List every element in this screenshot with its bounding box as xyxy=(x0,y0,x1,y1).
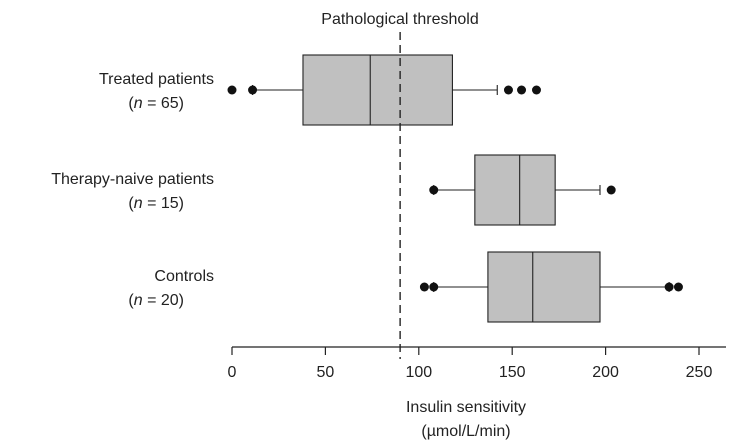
therapy-naive-patients-box xyxy=(474,154,556,226)
controls-outlier-2 xyxy=(664,282,674,292)
treated-patients-box xyxy=(302,54,453,126)
controls-outlier-3 xyxy=(673,282,683,292)
therapy-naive-patients-n-suffix: = 15) xyxy=(143,195,184,212)
controls-label: Controls xyxy=(154,268,214,285)
x-tick-label-100: 100 xyxy=(405,364,432,381)
controls-n-prefix: ( xyxy=(128,292,134,309)
treated-patients-outlier-2 xyxy=(503,85,513,95)
plot-area xyxy=(227,32,726,359)
x-tick-label-200: 200 xyxy=(592,364,619,381)
x-tick-label-150: 150 xyxy=(499,364,526,381)
therapy-naive-patients-outlier-1 xyxy=(606,185,616,195)
treated-patients-label: Treated patients xyxy=(99,71,214,88)
controls-outlier-0 xyxy=(419,282,429,292)
treated-patients-outlier-3 xyxy=(517,85,527,95)
therapy-naive-patients-outlier-0 xyxy=(429,185,439,195)
treated-patients-n-suffix: = 65) xyxy=(143,95,184,112)
x-tick-label-50: 50 xyxy=(317,364,335,381)
chart-labels: Pathological threshold Insulin sensitivi… xyxy=(51,11,712,440)
treated-patients-n-var: n xyxy=(134,95,143,112)
treated-patients-outlier-4 xyxy=(531,85,541,95)
treated-patients-n-label: (n = 65) xyxy=(128,95,184,112)
treated-patients-outlier-0 xyxy=(227,85,237,95)
therapy-naive-patients-n-label: (n = 15) xyxy=(128,195,184,212)
controls-box xyxy=(487,251,601,323)
therapy-naive-patients-label: Therapy-naive patients xyxy=(51,171,214,188)
controls-n-label: (n = 20) xyxy=(128,292,184,309)
x-axis-label-line1: Insulin sensitivity xyxy=(406,399,526,416)
therapy-naive-patients-n-prefix: ( xyxy=(128,195,134,212)
x-tick-label-250: 250 xyxy=(686,364,713,381)
x-axis-label-line2: (µmol/L/min) xyxy=(421,423,510,440)
treated-patients-n-prefix: ( xyxy=(128,95,134,112)
therapy-naive-patients-n-var: n xyxy=(134,195,143,212)
controls-n-suffix: = 20) xyxy=(143,292,184,309)
controls-outlier-1 xyxy=(429,282,439,292)
threshold-label: Pathological threshold xyxy=(321,11,478,28)
treated-patients-outlier-1 xyxy=(248,85,258,95)
controls-n-var: n xyxy=(134,292,143,309)
x-tick-label-0: 0 xyxy=(228,364,237,381)
